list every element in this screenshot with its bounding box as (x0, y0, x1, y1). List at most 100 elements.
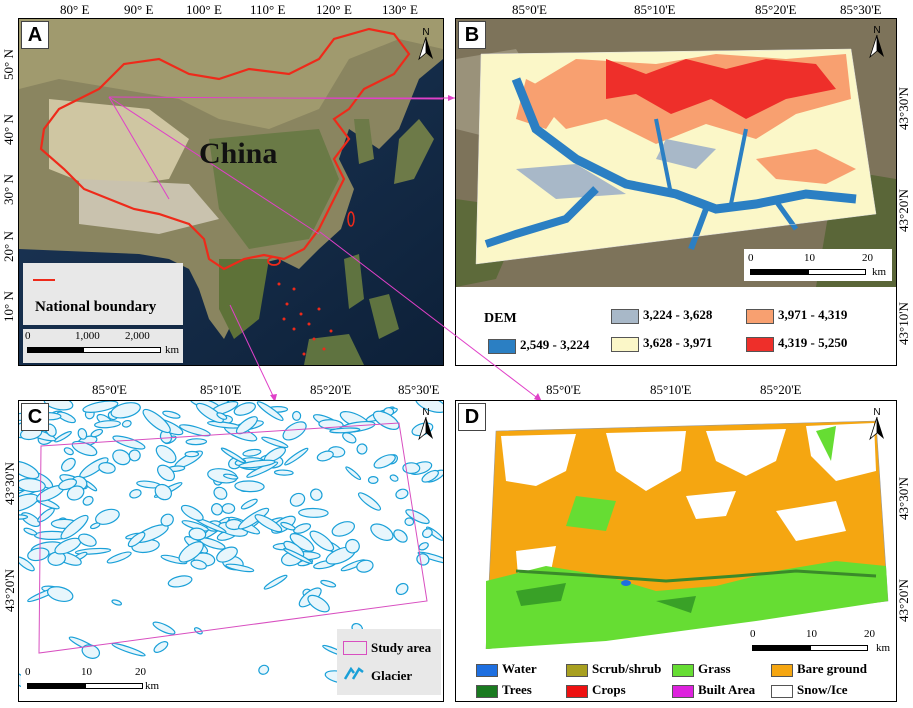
glacier-outline (238, 507, 270, 530)
legend-item: Built Area (672, 682, 755, 698)
glacier-outline (61, 457, 76, 472)
glacier-outline (254, 514, 283, 533)
tick-label: 100° E (186, 2, 222, 17)
glacier-outline (310, 488, 323, 501)
tick-label: 110° E (250, 2, 286, 17)
glacier-outline (111, 599, 123, 606)
glacier-outline (43, 401, 74, 411)
water-body (621, 580, 631, 586)
glacier-outline (94, 420, 121, 429)
legend-label: Study area (371, 640, 432, 655)
legend-label: Glacier (371, 668, 413, 683)
panel-d-map: D N 0 10 20 km Water Scrub/shrub Grass B… (455, 400, 897, 702)
glacier-outline (415, 401, 443, 414)
glacier-outline (238, 459, 276, 469)
tick-label: 80° E (60, 2, 90, 17)
glacier-outline (95, 508, 120, 525)
dem-class: 3,971 - 4,319 (746, 307, 847, 324)
glacier-outline (190, 559, 207, 570)
glacier-outline (90, 428, 104, 438)
glacier-outline (111, 642, 146, 657)
glacier-outline (37, 507, 55, 523)
glacier-outline (233, 402, 256, 416)
tick-label: 85°10'E (200, 382, 242, 397)
north-letter: N (422, 27, 429, 38)
dem-class: 2,549 - 3,224 (488, 337, 589, 354)
glacier-outline (180, 504, 204, 521)
tick-label: 43°30'N (2, 462, 17, 505)
dem-satellite-map (456, 19, 896, 287)
legend-item: Scrub/shrub (566, 661, 661, 677)
glacier-outline (207, 420, 241, 429)
glacier-outline (128, 449, 141, 462)
glacier-outline (98, 462, 116, 474)
glacier-outline (329, 427, 361, 434)
glacier-outline (223, 473, 239, 480)
glacier-outline (273, 469, 294, 476)
tick-label: 43°20'N (2, 569, 17, 612)
panel-label: A (21, 21, 49, 49)
glacier-outline (213, 486, 228, 500)
dem-class: 3,224 - 3,628 (611, 307, 712, 324)
legend-item: Water (476, 661, 537, 677)
glacier-outline (155, 444, 177, 464)
glacier-outline (402, 462, 421, 475)
glacier-outline (153, 641, 169, 653)
tick-label: 85°30'E (840, 2, 882, 17)
legend-item: Snow/Ice (771, 682, 848, 698)
tick-label: 85°30'E (398, 382, 440, 397)
glacier-map (19, 401, 443, 690)
tick-label: 85°10'E (650, 382, 692, 397)
glacier-outline (211, 503, 223, 516)
scale-bar: 0 1,000 2,000 km (23, 329, 183, 363)
glacier-outline (152, 621, 176, 635)
study-area-swatch (343, 641, 367, 655)
glacier-outline (184, 450, 200, 458)
glacier-outline (256, 401, 284, 421)
panel-b-map: B N 0 10 20 km DEM 2,549 - 3,224 3,224 -… (455, 18, 897, 366)
glacier-outline (370, 523, 394, 541)
tick-label: 90° E (124, 2, 154, 17)
north-arrow-icon: N (866, 405, 888, 443)
glacier-outline (307, 594, 330, 613)
glacier-outline (293, 523, 312, 534)
glacier-outline (221, 503, 236, 514)
glacier-outline (345, 466, 362, 481)
glacier-outline (261, 436, 289, 448)
scale-bar: 0 10 20 km (21, 665, 171, 697)
north-arrow-icon: N (866, 23, 888, 61)
glacier-outline (356, 559, 374, 573)
glacier-outline (77, 428, 88, 440)
glacier-outline (142, 408, 171, 434)
glacier-outline (373, 454, 396, 469)
glacier-outline (56, 411, 76, 424)
tick-label: 130° E (382, 2, 418, 17)
panel-label: C (21, 403, 49, 431)
landcover-map (485, 420, 889, 650)
glacier-outline (320, 579, 337, 588)
glacier-outline (242, 448, 262, 457)
scale-bar: 0 10 20 km (744, 249, 892, 281)
svg-text:N: N (873, 25, 880, 36)
north-arrow-icon: N (415, 405, 437, 443)
boundary-swatch (33, 279, 55, 281)
glacier-outline (372, 410, 400, 430)
svg-text:N: N (873, 407, 880, 418)
glacier-outline (19, 478, 46, 493)
glacier-outline (395, 488, 409, 500)
glacier-outline (235, 416, 258, 435)
glacier-outline (195, 402, 224, 424)
glacier-outline (89, 522, 101, 530)
glacier-outline (167, 575, 193, 588)
glacier-outline (357, 492, 382, 511)
glacier-outline (405, 509, 430, 525)
legend-item: Trees (476, 682, 532, 698)
glacier-outline (154, 483, 173, 501)
glacier-outline (356, 443, 368, 455)
glacier-outline (82, 401, 119, 413)
glacier-outline (309, 530, 335, 552)
glacier-outline (331, 521, 356, 537)
glacier-outline (298, 507, 329, 518)
panel-label: B (458, 21, 486, 49)
